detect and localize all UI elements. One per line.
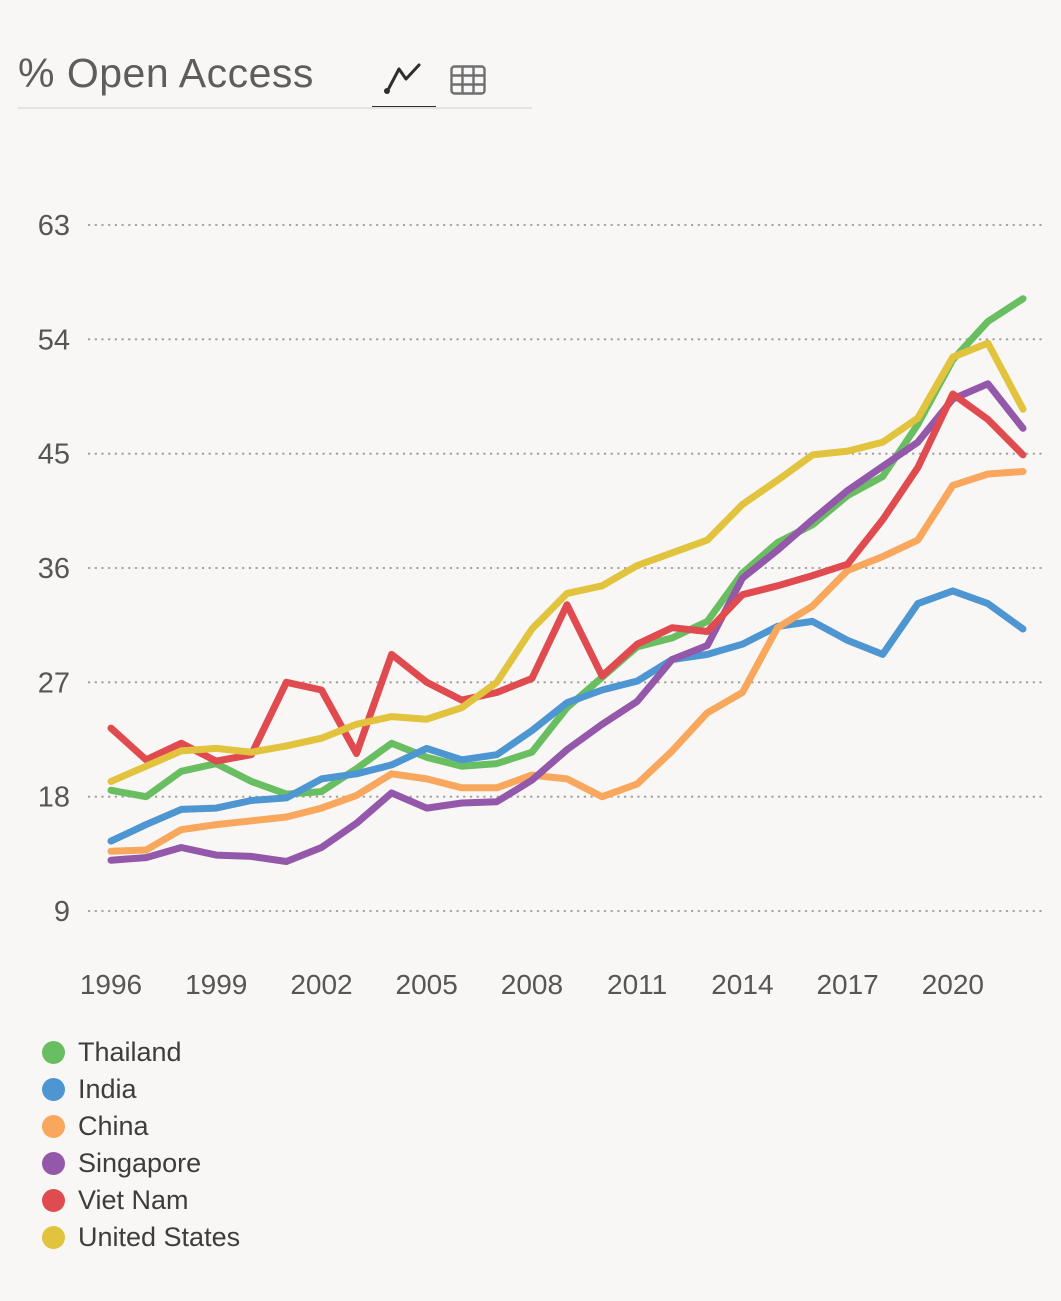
x-axis-label-2008: 2008	[501, 969, 563, 1000]
x-axis-label-1996: 1996	[80, 969, 142, 1000]
y-axis-label-36: 36	[38, 553, 70, 585]
legend-dot	[42, 1115, 65, 1138]
legend-dot	[42, 1078, 65, 1101]
table-icon	[450, 65, 486, 95]
series-line-united-states	[107, 339, 1027, 785]
tab-table-view[interactable]	[436, 51, 500, 109]
legend-item-thailand[interactable]: Thailand	[42, 1034, 240, 1071]
legend-label: Singapore	[78, 1148, 202, 1178]
y-axis-label-63: 63	[38, 210, 70, 242]
legend-dot	[42, 1041, 65, 1064]
legend-item-viet-nam[interactable]: Viet Nam	[42, 1182, 240, 1219]
series-line-viet-nam	[107, 390, 1027, 765]
line-chart-icon	[384, 63, 421, 94]
legend-label: China	[78, 1111, 149, 1141]
x-axis-label-2020: 2020	[922, 969, 984, 1000]
legend-item-india[interactable]: India	[42, 1071, 240, 1108]
legend-dot	[42, 1226, 65, 1249]
tab-line-chart-view[interactable]	[372, 51, 436, 109]
view-tabs	[372, 50, 500, 110]
page-title: % Open Access	[18, 50, 314, 96]
series-line-china	[107, 468, 1027, 855]
legend-dot	[42, 1189, 65, 1212]
line-chart: 9 18 27 36 45 54 63 1996 1999 2002 2005 2008 2011 201…	[38, 210, 1046, 1000]
legend-label: India	[78, 1074, 137, 1104]
x-axis-label-1999: 1999	[185, 969, 247, 1000]
legend-item-china[interactable]: China	[42, 1108, 240, 1145]
header-divider	[18, 107, 532, 109]
legend-item-united-states[interactable]: United States	[42, 1219, 240, 1256]
y-axis-label-45: 45	[38, 439, 70, 471]
series-line-thailand	[107, 295, 1027, 801]
y-axis-label-54: 54	[38, 324, 70, 356]
x-axis-label-2002: 2002	[290, 969, 352, 1000]
legend-label: United States	[78, 1222, 241, 1252]
y-axis-label-9: 9	[54, 896, 70, 928]
x-axis-label-2011: 2011	[607, 969, 667, 1000]
legend-item-singapore[interactable]: Singapore	[42, 1145, 240, 1182]
legend-label: Viet Nam	[78, 1185, 189, 1215]
series-line-india	[107, 587, 1027, 845]
x-axis-label-2017: 2017	[816, 969, 878, 1000]
y-axis-label-18: 18	[38, 782, 70, 814]
x-axis-label-2005: 2005	[396, 969, 458, 1000]
legend-dot	[42, 1152, 65, 1175]
chart-legend: Thailand India China Singapore Viet Nam Unite…	[42, 1034, 240, 1256]
legend-label: Thailand	[78, 1037, 182, 1067]
y-axis-label-27: 27	[38, 667, 70, 699]
x-axis-label-2014: 2014	[711, 969, 773, 1000]
series-line-singapore	[107, 380, 1027, 865]
